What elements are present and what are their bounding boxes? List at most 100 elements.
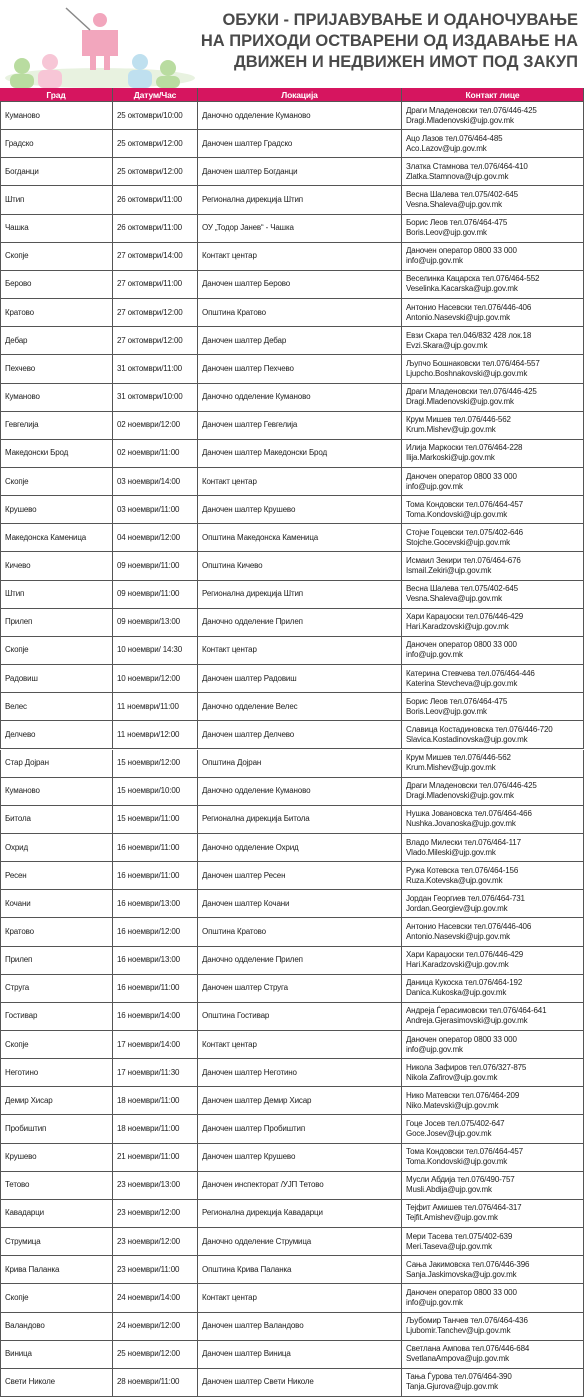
city: Прилеп	[5, 955, 33, 965]
location-cell: Општина Дојран	[198, 749, 402, 778]
contact: Даница Кукоска тел.076/464-192	[406, 978, 523, 988]
location: Регионална дирекција Штип	[202, 195, 303, 205]
contact-cell: Катерина Стевчева тел.076/464-446 Katerin…	[402, 665, 584, 694]
location-cell: Даночно одделение Куманово	[198, 383, 402, 412]
contact: Даночен оператор 0800 33 000	[406, 471, 517, 481]
date-time-cell: 03 ноември/14:00	[113, 467, 198, 497]
date-time: 10 ноември/ 14:30	[117, 645, 183, 655]
location: Даночен шалтер Берово	[202, 279, 291, 289]
city: Штип	[5, 589, 25, 599]
contact-email: Ismail.Zekiri@ujp.gov.mk	[406, 565, 492, 575]
location: Контакт центар	[202, 251, 257, 261]
city: Неготино	[5, 1067, 39, 1077]
contact-cell: Мери Тасева тел.075/402-639 Meri.Taseva@u…	[402, 1228, 584, 1257]
date-time: 09 ноември/11:00	[117, 589, 180, 599]
location: Даночно одделение Куманово	[202, 786, 311, 796]
contact-email: info@ujp.gov.mk	[406, 1297, 463, 1307]
date-time: 03 ноември/14:00	[117, 476, 180, 486]
city-cell: Македонски Брод	[0, 439, 113, 468]
city: Берово	[5, 279, 32, 289]
date-time-cell: 25 октомври/12:00	[113, 158, 198, 187]
city: Прилеп	[5, 617, 33, 627]
contact: Даночен оператор 0800 33 000	[406, 246, 517, 256]
date-time: 23 ноември/12:00	[117, 1208, 180, 1218]
city-cell: Стар Дојран	[0, 749, 113, 778]
contact-email: Zlatka.Stamnova@ujp.gov.mk	[406, 171, 509, 181]
date-time: 27 октомври/12:00	[117, 335, 183, 345]
contact-cell: Драги Младеновски тел.076/446-425 Dragi.M…	[402, 777, 584, 806]
date-time: 25 октомври/12:00	[117, 138, 183, 148]
date-time-cell: 09 ноември/13:00	[113, 608, 198, 637]
city-cell: Куманово	[0, 777, 113, 806]
date-time-cell: 10 ноември/12:00	[113, 665, 198, 694]
location-cell: Даночно одделение Прилеп	[198, 608, 402, 637]
location-cell: Регионална дирекција Битола	[198, 805, 402, 834]
date-time-cell: 23 ноември/12:00	[113, 1199, 198, 1229]
date-time: 15 ноември/12:00	[117, 758, 180, 768]
contact-email: info@ujp.gov.mk	[406, 481, 463, 491]
location: Даночен шалтер Македонски Брод	[202, 448, 327, 458]
city: Валандово	[5, 1321, 45, 1331]
contact-cell: Тејфит Амишев тел.076/464-317 Tejfit.Amis…	[402, 1199, 584, 1229]
contact-cell: Ацо Лазов тел.076/464-485 Aco.Lazov@ujp.g…	[402, 130, 584, 159]
location: Регионална дирекција Штип	[202, 589, 303, 599]
location-cell: Регионална дирекција Кавадарци	[198, 1199, 402, 1229]
title-line: ДВИЖЕН И НЕДВИЖЕН ИМОТ ПОД ЗАКУП	[233, 53, 578, 71]
contact-cell: Светлана Ампова тел.076/446-684 SvetlanaA…	[402, 1340, 584, 1369]
city: Куманово	[5, 110, 40, 120]
city-cell: Струга	[0, 974, 113, 1003]
contact-cell: Владо Милески тел.076/464-117 Vlado.Miles…	[402, 833, 584, 863]
city-cell: Пробиштип	[0, 1115, 113, 1144]
location-cell: Даночен шалтер Пробиштип	[198, 1115, 402, 1144]
contact-email: Boris.Leov@ujp.gov.mk	[406, 706, 487, 716]
location: Контакт центар	[202, 1292, 257, 1302]
contact-email: Sanja.Jaskimovska@ujp.gov.mk	[406, 1269, 517, 1279]
date-time: 26 октомври/11:00	[117, 195, 182, 205]
contact: Тома Кондовски тел.076/464-457	[406, 499, 523, 509]
contact-email: Ljupcho.Boshnakovski@ujp.gov.mk	[406, 368, 528, 378]
location: Даночен шалтер Крушево	[202, 504, 296, 514]
location: Општина Гостивар	[202, 1011, 270, 1021]
city: Крушево	[5, 504, 37, 514]
date-time: 27 октомври/14:00	[117, 251, 183, 261]
city-cell: Кочани	[0, 890, 113, 919]
date-time: 02 ноември/12:00	[117, 420, 180, 430]
contact-email: Boris.Leov@ujp.gov.mk	[406, 228, 487, 238]
contact: Даночен оператор 0800 33 000	[406, 1034, 517, 1044]
date-time-cell: 23 ноември/12:00	[113, 1228, 198, 1257]
contact-cell: Крум Мишев тел.076/446-562 Krum.Mishev@uj…	[402, 411, 584, 440]
city-cell: Струмица	[0, 1228, 113, 1257]
contact: Крум Мишев тел.076/446-562	[406, 415, 511, 425]
date-time: 23 ноември/11:00	[117, 1264, 180, 1274]
city-cell: Штип	[0, 186, 113, 215]
city-cell: Демир Хисар	[0, 1087, 113, 1116]
city: Скопје	[5, 645, 29, 655]
city: Скопје	[5, 476, 29, 486]
location: Регионална дирекција Кавадарци	[202, 1208, 323, 1218]
location-cell: Општина Кратово	[198, 918, 402, 947]
contact: Драги Младеновски тел.076/446-425	[406, 105, 537, 115]
contact-email: Krum.Mishev@ujp.gov.mk	[406, 763, 496, 773]
contact: Евзи Скара тел.046/832 428 лок.18	[406, 330, 532, 340]
city-cell: Кратово	[0, 299, 113, 328]
location-cell: Даночен шалтер Крушево	[198, 1143, 402, 1172]
contact-email: Hari.Karadzovski@ujp.gov.mk	[406, 622, 509, 632]
contact: Тања Ѓурова тел.076/464-390	[406, 1372, 512, 1382]
city-cell: Битола	[0, 805, 113, 834]
location-cell: Регионална дирекција Штип	[198, 580, 402, 609]
date-time: 16 ноември/13:00	[117, 955, 180, 965]
contact-cell: Љубомир Танчев тел.076/464-436 Ljubomir.T…	[402, 1312, 584, 1341]
date-time-cell: 04 ноември/12:00	[113, 524, 198, 553]
date-time-cell: 16 ноември/11:00	[113, 974, 198, 1003]
date-time-cell: 16 ноември/11:00	[113, 833, 198, 863]
city: Делчево	[5, 729, 36, 739]
location: Даночно одделение Охрид	[202, 842, 299, 852]
location-cell: Даночен инспекторат /УЈП Тетово	[198, 1171, 402, 1200]
contact-cell: Мусли Абдија тел.076/490-757 Musli.Abdija…	[402, 1171, 584, 1200]
city-cell: Македонска Каменица	[0, 524, 113, 553]
date-time: 24 ноември/12:00	[117, 1321, 180, 1331]
table: Град Датум/Час Локација Контакт лице Куманов…	[0, 88, 584, 1397]
contact-cell: Весна Шалева тел.075/402-645 Vesna.Shalev…	[402, 580, 584, 609]
column-header: Локација	[198, 88, 402, 102]
